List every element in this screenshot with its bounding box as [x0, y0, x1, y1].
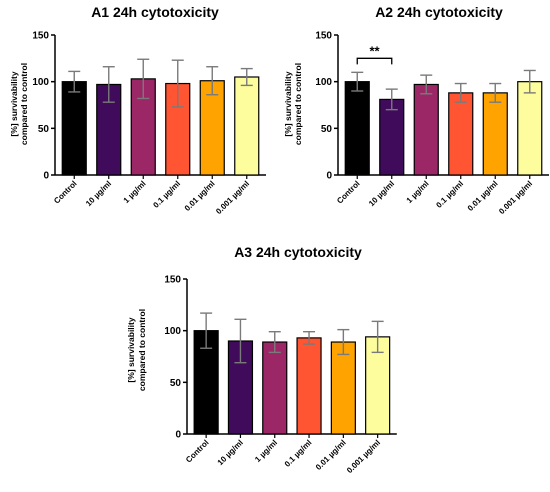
chart-a3-ytick-label: 100: [164, 326, 181, 337]
chart-a2-bar: [344, 81, 370, 176]
chart-a2: A2 24h cytotoxicity [%] survivability co…: [283, 4, 549, 216]
chart-a3-ytick-label: 0: [175, 430, 181, 441]
chart-a2-title: A2 24h cytotoxicity: [375, 4, 503, 20]
chart-a2-significance-label: **: [369, 43, 380, 58]
chart-a2-category-label: Control: [335, 179, 361, 205]
chart-a3-bar: [330, 341, 356, 435]
chart-a2-ytick-label: 0: [326, 171, 332, 182]
chart-a3-ytick-label: 150: [164, 275, 181, 286]
chart-a1-category-label: Control: [52, 179, 78, 205]
chart-a2-category-label: 0.001 µg/ml: [497, 179, 534, 216]
chart-a2-category-label: 0.1 µg/ml: [434, 179, 465, 210]
chart-a1-category-label: 0.1 µg/ml: [151, 179, 182, 210]
chart-a2-bar: [482, 92, 508, 176]
chart-a2-category-label: 10 µg/ml: [367, 179, 396, 208]
chart-a1-category-label: 1 µg/ml: [122, 179, 148, 205]
chart-a2-ylabel-line-2: compared to control: [293, 63, 303, 145]
chart-a2-ytick-label: 100: [315, 77, 332, 88]
chart-a3-title: A3 24h cytotoxicity: [234, 244, 362, 260]
chart-a1-ytick-label: 100: [32, 77, 49, 88]
chart-a3-category-label: 0.1 µg/ml: [283, 438, 314, 469]
chart-a2-category-label: 1 µg/ml: [405, 179, 431, 205]
chart-a2-significance-bracket: [356, 57, 393, 65]
chart-a1-ytick-label: 150: [32, 31, 49, 42]
chart-a3-category-label: 0.001 µg/ml: [345, 438, 382, 475]
chart-a1-ylabel-line-2: compared to control: [19, 63, 29, 145]
chart-a2-bar: [413, 83, 439, 176]
chart-a3-ylabel-line-2: compared to control: [137, 309, 147, 391]
chart-a1-ytick-label: 0: [43, 171, 49, 182]
chart-a2-ytick-label: 150: [315, 31, 332, 42]
chart-a3-category-label: 10 µg/ml: [216, 438, 245, 467]
chart-a3-ytick-label: 50: [170, 378, 182, 389]
chart-a2-ytick-label: 50: [321, 124, 333, 135]
chart-a1-title: A1 24h cytotoxicity: [91, 4, 219, 20]
chart-a1: A1 24h cytotoxicity [%] survivability co…: [9, 4, 266, 216]
chart-a2-bar: [379, 98, 405, 176]
chart-a1-ytick-label: 50: [38, 124, 50, 135]
chart-a3-category-label: Control: [184, 438, 210, 464]
chart-a1-bar: [234, 76, 260, 176]
chart-a1-category-label: 0.001 µg/ml: [214, 179, 251, 216]
chart-a1-ylabel-line-1: [%] survivability: [9, 71, 19, 136]
chart-a1-bar: [61, 81, 87, 176]
chart-a1-category-label: 0.01 µg/ml: [183, 179, 217, 213]
chart-a1-category-label: 10 µg/ml: [84, 179, 113, 208]
chart-a3-ylabel-line-1: [%] survivability: [126, 317, 136, 382]
chart-a2-bar: [517, 81, 543, 176]
chart-a3-category-label: 1 µg/ml: [253, 438, 279, 464]
chart-a2-bar: [448, 92, 474, 176]
chart-a3: A3 24h cytotoxicity [%] survivability co…: [126, 244, 397, 475]
chart-a3-bar: [296, 337, 322, 435]
chart-a2-category-label: 0.01 µg/ml: [466, 179, 500, 213]
chart-a2-ylabel-line-1: [%] survivability: [283, 71, 293, 136]
chart-a3-category-label: 0.01 µg/ml: [314, 438, 348, 472]
chart-a3-bar: [262, 341, 288, 435]
